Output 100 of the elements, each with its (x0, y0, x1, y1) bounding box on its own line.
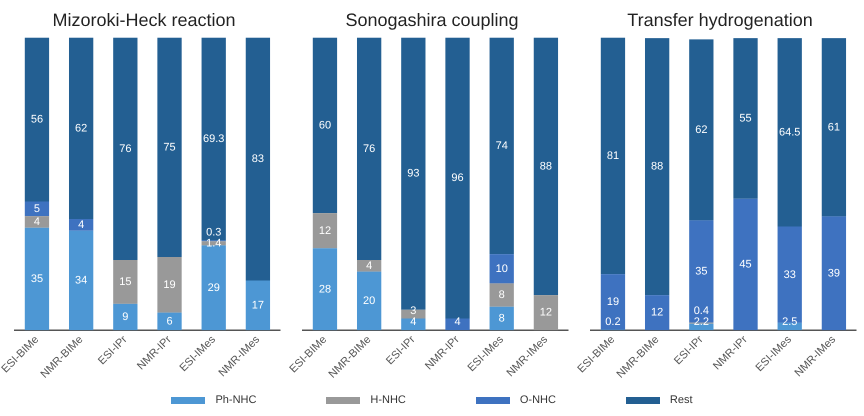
bar (24, 38, 50, 202)
bar (600, 38, 626, 274)
data-label: 69.3 (203, 133, 224, 146)
data-label: 88 (651, 160, 664, 173)
bar (644, 295, 670, 330)
bar (689, 39, 714, 220)
chart-title: Sonogashira coupling (345, 10, 519, 30)
legend-label: Ph-NHC (215, 394, 256, 406)
bar (822, 216, 846, 330)
bar (312, 248, 338, 330)
bar (157, 38, 182, 258)
bar (490, 254, 514, 284)
bar (490, 38, 514, 254)
bar (733, 38, 758, 199)
data-label: 4 (34, 216, 40, 228)
data-label: 96 (451, 172, 464, 184)
data-label: 5 (34, 202, 40, 215)
data-label: 4 (78, 218, 84, 231)
data-label: 12 (540, 306, 552, 319)
data-label: 81 (606, 150, 620, 162)
data-label: 62 (75, 122, 88, 134)
data-label: 29 (208, 282, 220, 294)
bar (490, 306, 514, 330)
bar (356, 260, 382, 272)
bar (312, 213, 338, 248)
data-label: 56 (30, 114, 44, 126)
data-label: 19 (606, 296, 620, 308)
bar (490, 283, 514, 307)
bar (246, 38, 270, 280)
data-label: 76 (363, 142, 376, 155)
bar (778, 38, 802, 227)
data-label: 20 (363, 294, 376, 307)
bar (24, 201, 50, 216)
data-label: 0.2 (605, 316, 621, 328)
data-label: 4 (454, 316, 461, 328)
bar (534, 295, 558, 330)
bar (822, 38, 846, 216)
data-label: 61 (828, 121, 840, 134)
bar (356, 272, 382, 330)
data-label: 4 (366, 260, 372, 272)
data-label: 88 (540, 160, 552, 172)
bar (157, 312, 182, 330)
data-label: 76 (119, 142, 132, 155)
data-label: 12 (318, 224, 332, 237)
bar (202, 245, 226, 330)
data-label: 19 (163, 278, 176, 291)
bar (689, 220, 714, 323)
data-label: 0.3 (206, 226, 222, 238)
legend-label: H-NHC (370, 394, 406, 406)
bar (113, 260, 138, 304)
bar (733, 198, 758, 330)
data-label: 15 (119, 276, 132, 288)
bar (113, 38, 138, 260)
bar (534, 38, 558, 296)
data-label: 55 (739, 112, 752, 125)
data-label: 9 (122, 311, 128, 324)
bar (356, 38, 382, 260)
data-label: 34 (75, 274, 88, 286)
data-label: 60 (318, 119, 332, 132)
bar (68, 219, 94, 231)
bar (68, 38, 94, 220)
bar (246, 280, 270, 330)
bar (24, 216, 50, 228)
data-label: 4 (410, 316, 416, 328)
data-label: 8 (498, 289, 505, 302)
data-label: 2.5 (782, 316, 798, 328)
data-label: 45 (739, 258, 752, 271)
data-label: 39 (828, 267, 840, 280)
data-label: 64.5 (779, 126, 800, 138)
data-label: 28 (318, 283, 332, 296)
bar (401, 318, 426, 330)
bar (445, 318, 470, 330)
data-label: 10 (496, 262, 508, 275)
data-label: 62 (695, 124, 708, 136)
bar (445, 38, 470, 319)
data-label: 83 (252, 153, 264, 166)
data-label: 74 (496, 140, 508, 152)
bar (600, 274, 626, 330)
legend-label: Rest (670, 394, 693, 406)
data-label: 75 (163, 141, 176, 154)
bar (68, 230, 94, 330)
bar (157, 257, 182, 313)
data-label: 12 (651, 306, 664, 319)
data-label: 2.2 (694, 316, 709, 328)
data-label: 35 (30, 273, 44, 286)
data-label: 93 (407, 168, 420, 180)
legend-label: O-NHC (520, 394, 556, 406)
bar (644, 38, 670, 296)
data-label: 0.4 (694, 305, 709, 318)
data-label: 33 (784, 268, 796, 281)
data-label: 6 (166, 315, 173, 328)
data-label: 8 (498, 312, 505, 325)
chart-title: Mizoroki-Heck reaction (52, 10, 236, 30)
data-label: 35 (695, 266, 708, 278)
bar (113, 304, 138, 330)
bar (202, 38, 226, 240)
chart-title: Transfer hydrogenation (627, 10, 813, 30)
data-label: 17 (252, 299, 264, 312)
bar (312, 38, 338, 214)
bar (24, 228, 50, 330)
